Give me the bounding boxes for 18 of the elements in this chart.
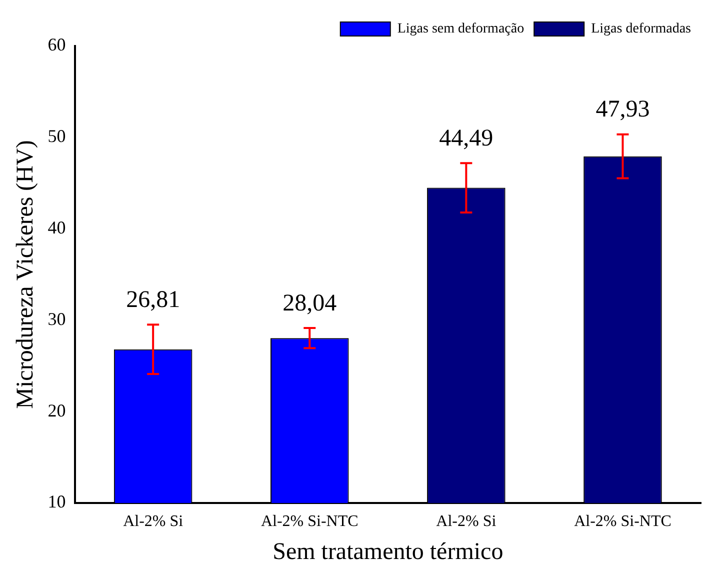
y-tick-label: 10	[48, 492, 66, 512]
x-tick-label: Al-2% Si-NTC	[260, 512, 358, 530]
x-tick-label: Al-2% Si	[436, 512, 497, 530]
y-tick-label: 60	[48, 34, 66, 55]
y-tick-label: 40	[48, 218, 66, 238]
y-tick-label: 50	[48, 126, 66, 146]
x-tick-label: Al-2% Si-NTC	[574, 512, 672, 530]
data-label: 28,04	[282, 290, 337, 316]
x-tick-label: Al-2% Si	[123, 512, 184, 530]
legend-label: Ligas sem deformação	[397, 22, 524, 37]
legend-label: Ligas deformadas	[591, 22, 692, 37]
data-label: 47,93	[596, 96, 650, 123]
y-tick-label: 30	[48, 308, 66, 329]
y-axis-title: Microdureza Vickeres (HV)	[12, 140, 39, 409]
x-axis-title: Sem tratamento térmico	[272, 538, 504, 565]
data-label: 26,81	[126, 286, 180, 313]
data-label: 44,49	[439, 125, 494, 152]
y-tick-label: 20	[48, 400, 66, 420]
